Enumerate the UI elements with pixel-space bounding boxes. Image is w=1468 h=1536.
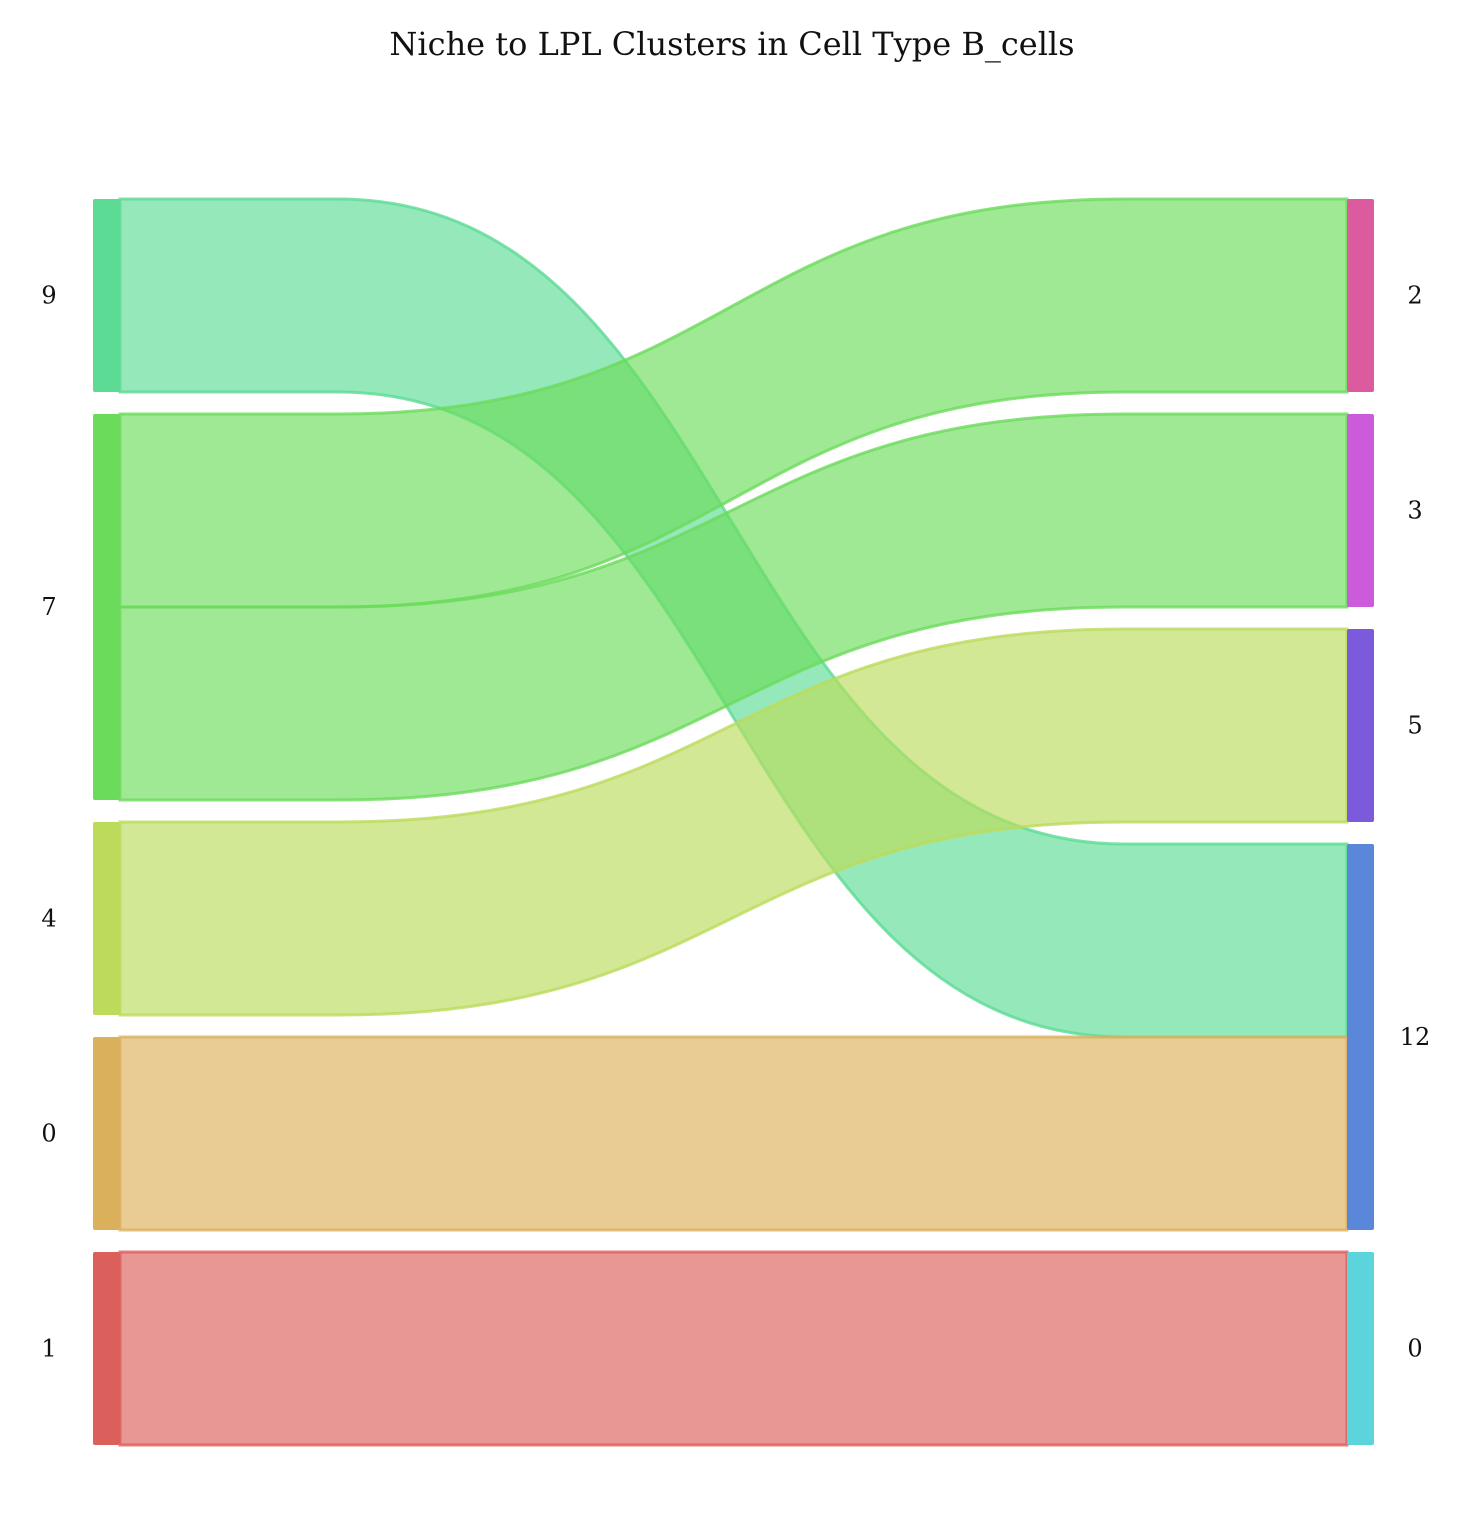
- left-node-4: [93, 822, 120, 1015]
- right-node-label: 0: [1407, 1335, 1422, 1363]
- right-node-5: [1347, 629, 1374, 822]
- left-node-0: [93, 1037, 120, 1230]
- sankey-links: [118, 197, 1349, 1447]
- sankey-nodes: [93, 199, 1374, 1445]
- left-node-label: 0: [41, 1120, 56, 1148]
- left-node-label: 7: [41, 593, 56, 621]
- left-node-label: 9: [41, 282, 56, 310]
- left-node-7: [93, 414, 120, 800]
- chart-title: Niche to LPL Clusters in Cell Type B_cel…: [389, 25, 1074, 63]
- right-node-label: 3: [1407, 497, 1422, 525]
- left-node-1: [93, 1252, 120, 1445]
- link-l7-to-r2: [118, 197, 1349, 609]
- right-node-label: 5: [1407, 712, 1422, 740]
- right-node-0: [1347, 1252, 1374, 1445]
- link-l7-to-r3: [118, 412, 1349, 802]
- link-l0-to-r12: [118, 1035, 1349, 1232]
- link-l1-to-r0: [118, 1250, 1349, 1447]
- right-node-label: 2: [1407, 282, 1422, 310]
- right-node-label: 12: [1400, 1023, 1431, 1051]
- left-node-label: 1: [41, 1335, 56, 1363]
- left-node-label: 4: [41, 905, 56, 933]
- link-l4-to-r5: [118, 627, 1349, 1017]
- right-node-2: [1347, 199, 1374, 392]
- right-node-3: [1347, 414, 1374, 607]
- left-node-9: [93, 199, 120, 392]
- right-node-12: [1347, 844, 1374, 1230]
